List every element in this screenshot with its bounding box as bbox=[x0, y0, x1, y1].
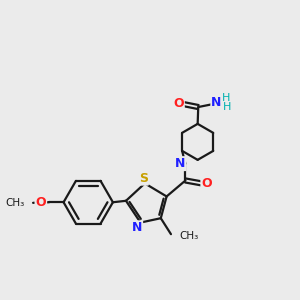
Text: CH₃: CH₃ bbox=[6, 198, 25, 208]
Text: N: N bbox=[175, 157, 185, 170]
Text: N: N bbox=[211, 96, 222, 109]
Text: O: O bbox=[201, 177, 212, 190]
Text: CH₃: CH₃ bbox=[179, 231, 198, 241]
Text: O: O bbox=[173, 97, 184, 110]
Text: S: S bbox=[139, 172, 148, 185]
Text: H: H bbox=[222, 93, 230, 103]
Text: H: H bbox=[223, 102, 231, 112]
Text: O: O bbox=[35, 196, 46, 209]
Text: N: N bbox=[132, 221, 142, 234]
